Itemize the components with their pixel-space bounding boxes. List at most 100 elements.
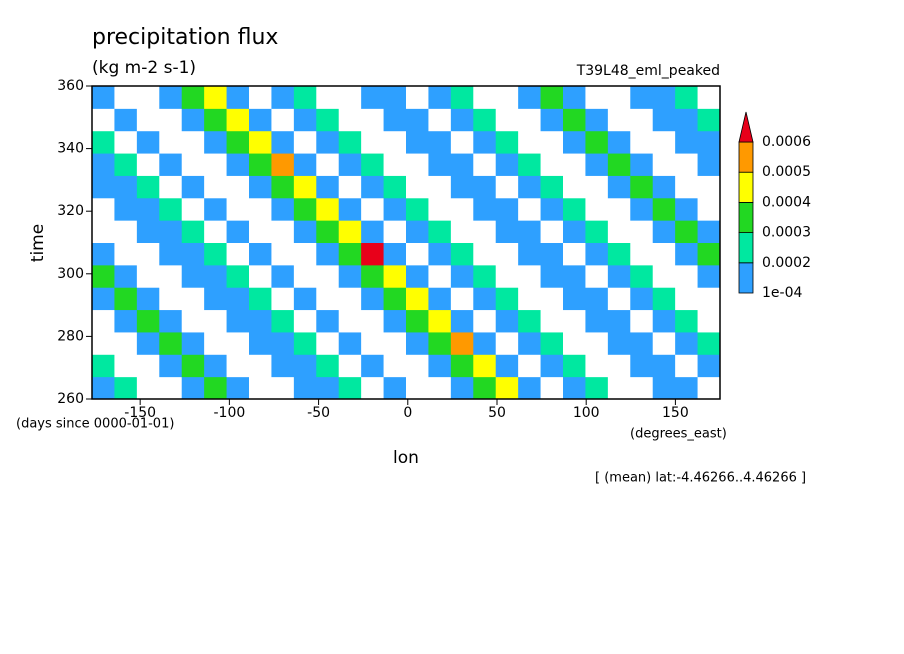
cell [114, 130, 138, 154]
cell [226, 354, 250, 378]
cell [540, 376, 564, 400]
cell [383, 331, 407, 355]
cell [316, 86, 340, 109]
cell [675, 242, 699, 266]
cell [563, 242, 586, 266]
cell [607, 331, 631, 355]
cell [204, 220, 228, 243]
cell [585, 309, 609, 333]
cell [114, 309, 138, 333]
cell [563, 86, 586, 109]
colorbar-label: 0.0003 [762, 225, 811, 241]
cell [383, 130, 407, 154]
y-tick-label: 300 [57, 266, 84, 282]
cell [540, 264, 564, 288]
y-tick-label: 320 [57, 203, 84, 219]
cell [136, 309, 160, 333]
cell [316, 153, 340, 176]
cell [204, 242, 228, 266]
cell [204, 287, 228, 311]
cell [316, 264, 340, 288]
cell [607, 220, 631, 243]
cell [383, 309, 407, 333]
cell [675, 264, 699, 288]
cell [316, 376, 340, 400]
cell [338, 175, 362, 199]
cell [563, 264, 586, 288]
cell [563, 197, 586, 221]
cell [675, 287, 699, 311]
cell [204, 153, 228, 176]
cell [563, 220, 586, 243]
cell [607, 86, 631, 109]
cell [495, 108, 519, 132]
cell [249, 331, 272, 355]
cell [473, 331, 497, 355]
cell [585, 354, 609, 378]
cell [607, 153, 631, 176]
annotation: T39L48_eml_peaked [576, 63, 720, 79]
cell [652, 130, 676, 154]
cell [495, 197, 519, 221]
cell [473, 376, 497, 400]
cell [495, 354, 519, 378]
cell [697, 86, 721, 109]
cell [450, 108, 474, 132]
cell [204, 197, 228, 221]
cell [428, 197, 452, 221]
cell [114, 242, 138, 266]
cell [675, 108, 699, 132]
cell [563, 354, 586, 378]
cell [293, 153, 317, 176]
cell [226, 175, 250, 199]
cell [92, 220, 115, 243]
cell [114, 175, 138, 199]
cell [271, 242, 295, 266]
cell [226, 242, 250, 266]
cell [159, 86, 183, 109]
cell [114, 331, 138, 355]
colorbar-segment [738, 262, 754, 294]
x-tick-label: 50 [488, 405, 506, 421]
cell [249, 175, 272, 199]
cell [92, 130, 115, 154]
x-tick-label: 150 [662, 405, 689, 421]
cell [181, 242, 205, 266]
cell [361, 242, 385, 266]
cell [383, 108, 407, 132]
cell [563, 175, 586, 199]
cell [92, 376, 115, 400]
cell [697, 264, 721, 288]
cell [540, 197, 564, 221]
colorbar-segment [738, 141, 754, 173]
cell [607, 354, 631, 378]
cell [450, 197, 474, 221]
cell [136, 175, 160, 199]
cell [406, 108, 429, 132]
y-axis-label: time [28, 224, 48, 262]
cell [361, 264, 385, 288]
cell [406, 331, 429, 355]
cell [585, 331, 609, 355]
cell [316, 242, 340, 266]
cell [181, 86, 205, 109]
cell [473, 197, 497, 221]
cell [495, 264, 519, 288]
cell [540, 331, 564, 355]
cell [226, 376, 250, 400]
cell [630, 153, 654, 176]
cell [607, 175, 631, 199]
cell [675, 86, 699, 109]
cell [540, 242, 564, 266]
cell [630, 86, 654, 109]
cell [473, 130, 497, 154]
cell [406, 197, 429, 221]
cell [293, 264, 317, 288]
cell [338, 153, 362, 176]
cell [428, 331, 452, 355]
cell [585, 220, 609, 243]
cell [563, 130, 586, 154]
cell [226, 287, 250, 311]
cell [136, 242, 160, 266]
cell [450, 264, 474, 288]
